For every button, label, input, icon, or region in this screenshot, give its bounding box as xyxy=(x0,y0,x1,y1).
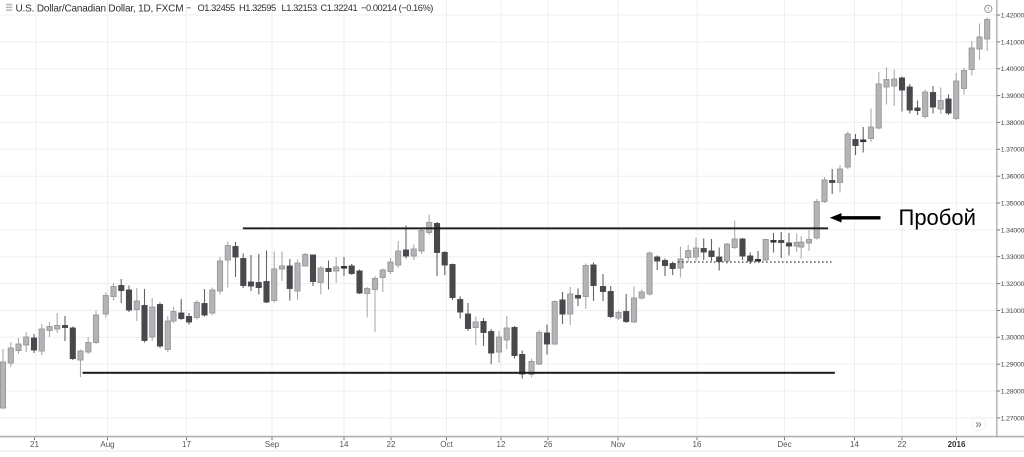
svg-text:1.38000: 1.38000 xyxy=(1001,120,1024,127)
svg-text:Sep: Sep xyxy=(265,440,280,449)
svg-text:L1.32153: L1.32153 xyxy=(282,3,317,13)
svg-text:12: 12 xyxy=(497,440,506,449)
svg-text:16: 16 xyxy=(693,440,702,449)
svg-text:14: 14 xyxy=(850,440,859,449)
svg-text:1.41000: 1.41000 xyxy=(1001,39,1024,46)
svg-text:14: 14 xyxy=(340,440,349,449)
svg-text:1.42000: 1.42000 xyxy=(1001,12,1024,19)
svg-text:1.40000: 1.40000 xyxy=(1001,66,1024,73)
svg-text:U.S. Dollar/Canadian Dollar, 1: U.S. Dollar/Canadian Dollar, 1D, FXCM xyxy=(16,3,184,14)
svg-text:21: 21 xyxy=(30,440,39,449)
svg-text:−0.00214 (−0.16%): −0.00214 (−0.16%) xyxy=(361,3,433,13)
svg-text:1.32000: 1.32000 xyxy=(1001,281,1024,288)
svg-text:1.33000: 1.33000 xyxy=(1001,254,1024,261)
svg-text:26: 26 xyxy=(544,440,553,449)
svg-text:1.27000: 1.27000 xyxy=(1001,415,1024,422)
svg-text:22: 22 xyxy=(387,440,396,449)
svg-text:Dec: Dec xyxy=(777,440,791,449)
svg-text:2016: 2016 xyxy=(948,440,966,449)
svg-text:Nov: Nov xyxy=(611,440,625,449)
svg-text:O1.32455: O1.32455 xyxy=(198,3,236,13)
svg-text:1.36000: 1.36000 xyxy=(1001,174,1024,181)
svg-text:1.30000: 1.30000 xyxy=(1001,335,1024,342)
svg-text:1.28000: 1.28000 xyxy=(1001,388,1024,395)
svg-text:Пробой: Пробой xyxy=(899,205,976,230)
svg-text:1.37000: 1.37000 xyxy=(1001,147,1024,154)
svg-text:»: » xyxy=(975,419,981,431)
svg-text:1.34000: 1.34000 xyxy=(1001,227,1024,234)
svg-text:1.39000: 1.39000 xyxy=(1001,93,1024,100)
svg-text:C1.32241: C1.32241 xyxy=(321,3,358,13)
svg-text:17: 17 xyxy=(182,440,191,449)
svg-text:H1.32595: H1.32595 xyxy=(239,3,276,13)
svg-text:22: 22 xyxy=(898,440,907,449)
svg-text:1.31000: 1.31000 xyxy=(1001,308,1024,315)
svg-text:1.29000: 1.29000 xyxy=(1001,362,1024,369)
svg-text:Oct: Oct xyxy=(440,440,453,449)
svg-text:Aug: Aug xyxy=(100,440,114,449)
svg-text:1.35000: 1.35000 xyxy=(1001,200,1024,207)
